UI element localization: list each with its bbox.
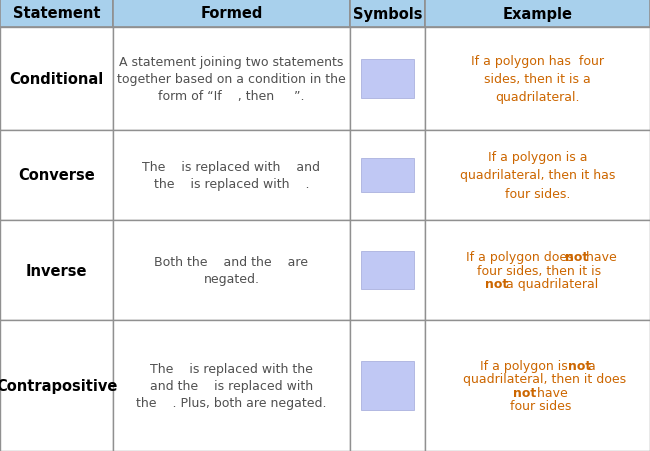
Bar bbox=[350, 320, 425, 451]
Text: A statement joining two statements
together based on a condition in the
form of : A statement joining two statements toget… bbox=[117, 56, 346, 103]
Bar bbox=[350, 0, 425, 28]
Bar bbox=[425, 28, 650, 131]
Text: four sides: four sides bbox=[510, 400, 571, 412]
Text: Converse: Converse bbox=[18, 168, 95, 183]
Text: Symbols: Symbols bbox=[353, 6, 422, 22]
Text: Formed: Formed bbox=[200, 6, 263, 22]
Text: If a polygon does: If a polygon does bbox=[466, 250, 578, 263]
Bar bbox=[0, 320, 113, 451]
Bar bbox=[425, 0, 650, 28]
Bar bbox=[0, 28, 113, 131]
Text: a: a bbox=[584, 359, 596, 372]
Bar bbox=[361, 159, 414, 193]
Bar bbox=[0, 0, 113, 28]
Text: not: not bbox=[486, 277, 508, 290]
Bar bbox=[0, 221, 113, 320]
Bar bbox=[113, 320, 350, 451]
Text: Example: Example bbox=[502, 6, 573, 22]
Text: four sides, then it is: four sides, then it is bbox=[477, 264, 601, 277]
Bar bbox=[361, 361, 414, 410]
Bar bbox=[0, 131, 113, 221]
Text: Contrapositive: Contrapositive bbox=[0, 378, 117, 393]
Bar bbox=[425, 320, 650, 451]
Bar bbox=[361, 252, 414, 290]
Text: Statement: Statement bbox=[13, 6, 100, 22]
Text: not: not bbox=[513, 386, 536, 399]
Text: not: not bbox=[565, 250, 588, 263]
Text: not: not bbox=[567, 359, 591, 372]
Text: The    is replaced with the
and the    is replaced with
the    . Plus, both are : The is replaced with the and the is repl… bbox=[136, 362, 327, 409]
Bar bbox=[113, 131, 350, 221]
Text: The    is replaced with    and
the    is replaced with    .: The is replaced with and the is replaced… bbox=[142, 161, 320, 191]
Text: quadrilateral, then it does: quadrilateral, then it does bbox=[463, 373, 627, 386]
Bar bbox=[113, 221, 350, 320]
Bar bbox=[425, 221, 650, 320]
Text: If a polygon is: If a polygon is bbox=[480, 359, 571, 372]
Bar bbox=[361, 60, 414, 99]
Text: a quadrilateral: a quadrilateral bbox=[502, 277, 598, 290]
Text: Both the    and the    are
negated.: Both the and the are negated. bbox=[155, 255, 309, 285]
Bar bbox=[350, 221, 425, 320]
Text: Conditional: Conditional bbox=[9, 72, 103, 87]
Bar bbox=[350, 28, 425, 131]
Bar bbox=[113, 0, 350, 28]
Bar bbox=[113, 28, 350, 131]
Bar bbox=[350, 131, 425, 221]
Text: have: have bbox=[582, 250, 616, 263]
Text: Inverse: Inverse bbox=[26, 263, 87, 278]
Text: If a polygon is a
quadrilateral, then it has
four sides.: If a polygon is a quadrilateral, then it… bbox=[460, 151, 615, 200]
Text: If a polygon has  four
sides, then it is a
quadrilateral.: If a polygon has four sides, then it is … bbox=[471, 55, 604, 104]
Text: have: have bbox=[529, 386, 568, 399]
Bar bbox=[425, 131, 650, 221]
